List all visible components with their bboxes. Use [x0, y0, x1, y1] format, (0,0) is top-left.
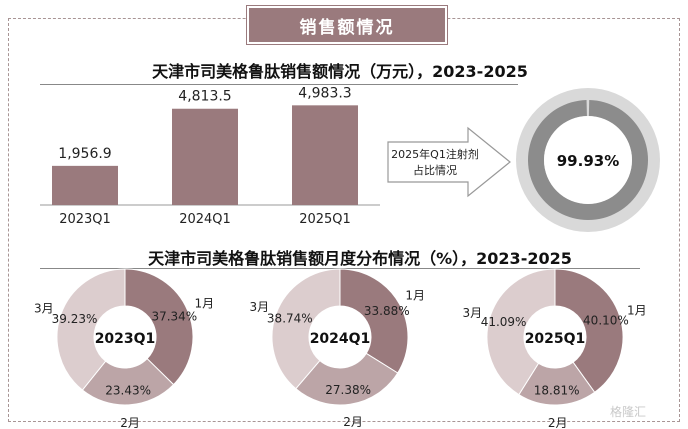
- bar-value-label: 4,983.3: [298, 85, 351, 101]
- donut-slice: [271, 268, 341, 390]
- bar: [172, 108, 238, 205]
- slice-category-label: 2月: [548, 416, 568, 429]
- slice-category-label: 1月: [627, 304, 647, 318]
- donut-slice: [81, 357, 175, 406]
- donut-slice: [124, 268, 194, 386]
- donut-chart-title: 天津市司美格鲁肽销售额月度分布情况（%），2023-2025: [148, 249, 572, 268]
- slice-value-label: 37.34%: [151, 309, 197, 323]
- slice-value-label: 38.74%: [267, 311, 313, 325]
- bar-value-label: 1,956.9: [58, 146, 111, 162]
- slice-value-label: 39.23%: [52, 312, 98, 326]
- slice-value-label: 40.10%: [583, 314, 629, 328]
- slice-category-label: 1月: [194, 297, 214, 311]
- donut-slice: [339, 268, 409, 374]
- slice-category-label: 2月: [120, 416, 140, 429]
- bar-value-label: 4,813.5: [178, 89, 231, 105]
- slice-value-label: 23.43%: [105, 383, 151, 397]
- bar-chart-title: 天津市司美格鲁肽销售额情况（万元），2023-2025: [152, 62, 528, 81]
- watermark: 格隆汇: [610, 405, 647, 419]
- arrow-shape: [387, 126, 511, 198]
- donut-center-label: 2024Q1: [310, 331, 371, 347]
- slice-category-label: 3月: [250, 300, 270, 314]
- donut-value-label: 99.93%: [557, 152, 619, 170]
- section-header: 销售额情况: [247, 6, 447, 44]
- slice-value-label: 18.81%: [534, 383, 580, 397]
- donut-slice: [486, 268, 556, 396]
- x-tick-label: 2024Q1: [179, 212, 231, 227]
- slice-value-label: 27.38%: [325, 383, 371, 397]
- donut-slice: [554, 268, 624, 393]
- slice-category-label: 2月: [343, 415, 363, 429]
- donut-center-label: 2023Q1: [95, 331, 156, 347]
- donut-slice: [295, 352, 399, 406]
- slice-category-label: 3月: [463, 306, 483, 320]
- x-tick-label: 2025Q1: [299, 212, 351, 227]
- slice-value-label: 41.09%: [481, 315, 527, 329]
- share-annotation: 2025年Q1注射剂占比情况: [391, 148, 479, 177]
- slice-category-label: 1月: [405, 288, 425, 302]
- x-tick-label: 2023Q1: [59, 212, 111, 227]
- title-underline: [40, 84, 518, 85]
- slice-value-label: 33.88%: [364, 304, 410, 318]
- donut-center: [544, 116, 632, 204]
- slice-category-label: 3月: [34, 301, 54, 315]
- donut-center-label: 2025Q1: [525, 331, 586, 347]
- bar: [292, 105, 358, 205]
- donut-slice: [56, 268, 126, 391]
- bar: [52, 165, 118, 205]
